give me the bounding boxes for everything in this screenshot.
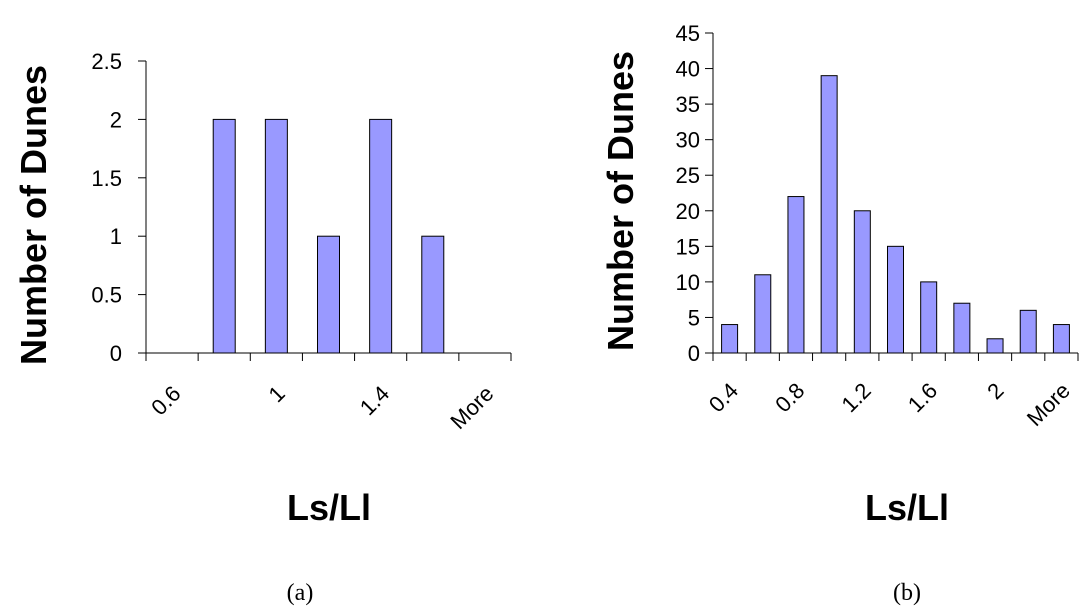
- x-tick-label: 0.8: [770, 378, 809, 417]
- histogram-b: 0 5 10 15 20 25 30 35 40 45 0.4 0.8 1.2 1.6 2 More Ls/Ll…: [600, 21, 1079, 606]
- x-tick-label: 1.6: [903, 378, 942, 417]
- y-tick-label: 35: [676, 92, 700, 117]
- x-tick-label: 1.2: [837, 378, 876, 417]
- bar: [820, 75, 838, 354]
- bar: [920, 281, 938, 354]
- y-tick-label: 10: [676, 270, 700, 295]
- x-tick-label: 0.4: [704, 378, 743, 417]
- bar: [264, 118, 288, 354]
- y-tick-label: 0: [110, 341, 122, 366]
- y-tick-label: 1: [110, 224, 122, 249]
- panel-label: (a): [287, 580, 314, 606]
- bar: [721, 324, 739, 354]
- y-tick-label: 5: [688, 305, 700, 330]
- y-tick-label: 2.5: [91, 49, 122, 74]
- y-tick-label: 0.5: [91, 283, 122, 308]
- y-tick-label: 30: [676, 128, 700, 153]
- bar: [421, 235, 445, 354]
- x-tick-label: 2: [982, 378, 1008, 404]
- x-tick-label: 1: [264, 381, 290, 407]
- x-axis-title: Ls/Ll: [865, 487, 949, 528]
- y-tick-label: 25: [676, 163, 700, 188]
- bar: [853, 210, 871, 354]
- panel-label: (b): [893, 580, 921, 606]
- y-tick-label: 40: [676, 57, 700, 82]
- bar: [887, 245, 904, 354]
- bar: [787, 196, 805, 354]
- bar: [953, 302, 971, 354]
- histogram-a: 0 0.5 1 1.5 2 2.5 0.6 1 1.4 More Ls/Ll Number of Du…: [13, 49, 512, 606]
- y-tick-label: 20: [676, 199, 700, 224]
- y-axis-title: Number of Dunes: [13, 65, 54, 365]
- x-axis-title: Ls/Ll: [287, 487, 371, 528]
- y-tick-label: 2: [110, 107, 122, 132]
- bar: [986, 338, 1004, 354]
- y-tick-label: 0: [688, 341, 700, 366]
- bar: [212, 118, 236, 354]
- y-axis-title: Number of Dunes: [600, 51, 641, 351]
- bar: [369, 118, 393, 354]
- x-tick-label: More: [445, 381, 498, 434]
- bar: [1052, 324, 1070, 354]
- y-tick-label: 15: [676, 234, 700, 259]
- y-tick-label: 45: [676, 21, 700, 46]
- bar: [317, 235, 340, 354]
- bar: [1019, 309, 1037, 354]
- x-tick-label: 1.4: [355, 381, 394, 420]
- bar: [754, 274, 772, 354]
- y-tick-label: 1.5: [91, 166, 122, 191]
- x-tick-label: More: [1022, 378, 1075, 431]
- x-tick-label: 0.6: [146, 381, 185, 420]
